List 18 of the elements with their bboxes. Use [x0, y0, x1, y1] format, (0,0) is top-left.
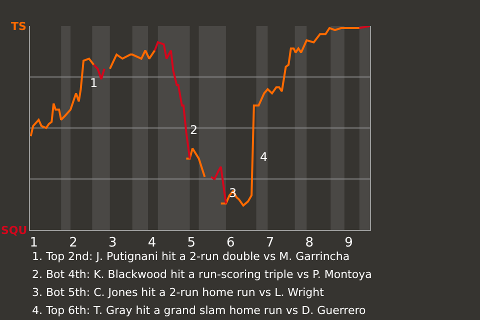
x-tick-label: 4 [148, 236, 156, 251]
text: SQU [1, 224, 28, 237]
text: 2. Bot 4th: K. Blackwood hit a run-scoring triple vs P. Montoya [32, 268, 372, 281]
text: 4. Top 6th: T. Gray hit a grand slam home run vs D. Guerrero [32, 304, 366, 317]
annotation: 4 [260, 150, 268, 164]
x-tick-label: 9 [344, 236, 353, 251]
text: TS [11, 20, 27, 33]
x-tick-label: 8 [305, 236, 314, 251]
x-tick-label: 6 [226, 236, 235, 251]
x-tick-label: 2 [69, 236, 78, 251]
text: 3. Bot 5th: C. Jones hit a 2-run home run vs L. Wright [32, 286, 325, 299]
x-tick-label: 1 [30, 236, 38, 251]
annotation: 2 [190, 123, 198, 137]
x-tick-label: 3 [108, 236, 117, 251]
text: 1. Top 2nd: J. Putignani hit a 2-run double vs M. Garrincha [32, 250, 350, 263]
x-tick-label: 5 [187, 236, 196, 251]
annotation: 1 [90, 76, 98, 90]
x-tick-label: 7 [266, 236, 274, 251]
